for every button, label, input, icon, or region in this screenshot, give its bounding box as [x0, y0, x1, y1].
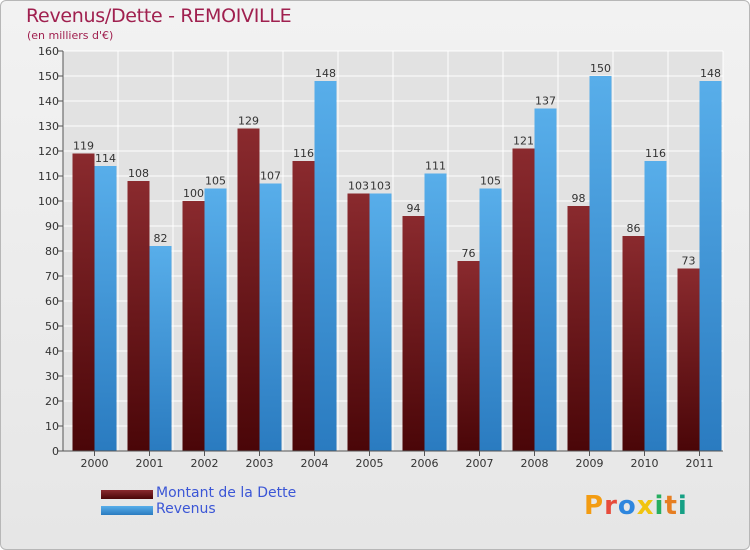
data-label-revenus: 82 — [154, 232, 168, 245]
data-label-dette: 100 — [183, 187, 204, 200]
bar-dette — [402, 216, 425, 451]
bar-revenus — [94, 166, 117, 451]
bar-dette — [127, 181, 150, 451]
bar-dette — [237, 128, 260, 451]
legend-label-dette: Montant de la Dette — [156, 485, 297, 501]
grid-lines — [62, 50, 724, 452]
data-label-revenus: 103 — [370, 180, 391, 193]
bar-dette — [677, 268, 700, 451]
proxiti-logo: Proxiti — [584, 491, 688, 521]
chart-subtitle: (en milliers d'€) — [27, 29, 114, 42]
data-label-dette: 76 — [462, 247, 476, 260]
chart-title: Revenus/Dette - REMOIVILLE — [26, 5, 292, 27]
y-tick-label: 90 — [45, 220, 59, 233]
bar-revenus — [369, 193, 392, 451]
data-label-revenus: 105 — [480, 175, 501, 188]
y-tick-label: 130 — [38, 120, 59, 133]
bar-dette — [622, 236, 645, 451]
x-tick-label: 2010 — [631, 457, 659, 470]
bar-dette — [72, 153, 95, 451]
x-tick-label: 2008 — [521, 457, 549, 470]
data-label-dette: 98 — [572, 192, 586, 205]
data-label-revenus: 137 — [535, 95, 556, 108]
y-tick-label: 40 — [45, 345, 59, 358]
data-label-dette: 73 — [682, 255, 696, 268]
bar-revenus — [259, 183, 282, 451]
y-tick-label: 80 — [45, 245, 59, 258]
y-tick-label: 60 — [45, 295, 59, 308]
data-label-dette: 116 — [293, 147, 314, 160]
data-label-revenus: 150 — [590, 62, 611, 75]
data-label-dette: 94 — [407, 202, 421, 215]
logo-letter: r — [604, 491, 618, 521]
bar-revenus — [644, 161, 667, 451]
y-tick-label: 10 — [45, 420, 59, 433]
y-tick-label: 100 — [38, 195, 59, 208]
data-label-revenus: 111 — [425, 160, 446, 173]
y-axis: 0 10 20 30 40 50 60 70 80 90 100 110 120 130 140 150 160 — [38, 45, 64, 458]
x-tick-label: 2011 — [686, 457, 714, 470]
x-tick-label: 2006 — [411, 457, 439, 470]
x-tick-label: 2002 — [191, 457, 219, 470]
data-label-dette: 119 — [73, 140, 94, 153]
data-label-revenus: 105 — [205, 175, 226, 188]
bar-dette — [567, 206, 590, 451]
bar-revenus — [424, 173, 447, 451]
logo-letter: t — [664, 491, 678, 521]
legend-swatch-dette — [101, 490, 153, 499]
bar-revenus — [479, 188, 502, 451]
data-label-dette: 121 — [513, 135, 534, 148]
y-tick-label: 50 — [45, 320, 59, 333]
x-axis: 2000 2001 2002 2003 2004 2005 2006 2007 2008 2009… — [63, 450, 723, 470]
data-label-dette: 108 — [128, 167, 149, 180]
x-tick-label: 2004 — [301, 457, 329, 470]
bar-revenus — [534, 108, 557, 451]
legend-label-revenus: Revenus — [156, 501, 216, 517]
logo-letter: i — [677, 491, 688, 521]
y-tick-label: 120 — [38, 145, 59, 158]
bar-revenus — [589, 76, 612, 451]
logo-letter: P — [584, 491, 605, 521]
data-label-revenus: 114 — [95, 152, 116, 165]
y-tick-label: 140 — [38, 95, 59, 108]
y-tick-label: 0 — [52, 445, 59, 458]
x-tick-label: 2000 — [81, 457, 109, 470]
data-label-dette: 103 — [348, 180, 369, 193]
bar-dette — [512, 148, 535, 451]
bar-dette — [292, 161, 315, 451]
data-label-revenus: 148 — [315, 67, 336, 80]
logo-letter: x — [636, 491, 655, 521]
logo-letter: o — [617, 491, 637, 521]
bar-revenus — [149, 246, 172, 451]
bar-revenus — [314, 81, 337, 451]
legend-swatch-revenus — [101, 506, 153, 515]
bar-dette — [182, 201, 205, 451]
x-tick-label: 2009 — [576, 457, 604, 470]
data-label-revenus: 116 — [645, 147, 666, 160]
y-tick-label: 160 — [38, 45, 59, 58]
bars — [72, 76, 722, 451]
y-tick-label: 30 — [45, 370, 59, 383]
y-tick-label: 150 — [38, 70, 59, 83]
bar-revenus — [204, 188, 227, 451]
x-tick-label: 2007 — [466, 457, 494, 470]
data-label-dette: 129 — [238, 115, 259, 128]
y-tick-label: 70 — [45, 270, 59, 283]
data-label-dette: 86 — [627, 222, 641, 235]
x-tick-label: 2005 — [356, 457, 384, 470]
bar-dette — [457, 261, 480, 451]
y-tick-label: 110 — [38, 170, 59, 183]
y-tick-label: 20 — [45, 395, 59, 408]
logo-letter: i — [654, 491, 665, 521]
x-tick-label: 2003 — [246, 457, 274, 470]
bar-dette — [347, 193, 370, 451]
data-label-revenus: 148 — [700, 67, 721, 80]
x-tick-label: 2001 — [136, 457, 164, 470]
bar-revenus — [699, 81, 722, 451]
data-label-revenus: 107 — [260, 170, 281, 183]
